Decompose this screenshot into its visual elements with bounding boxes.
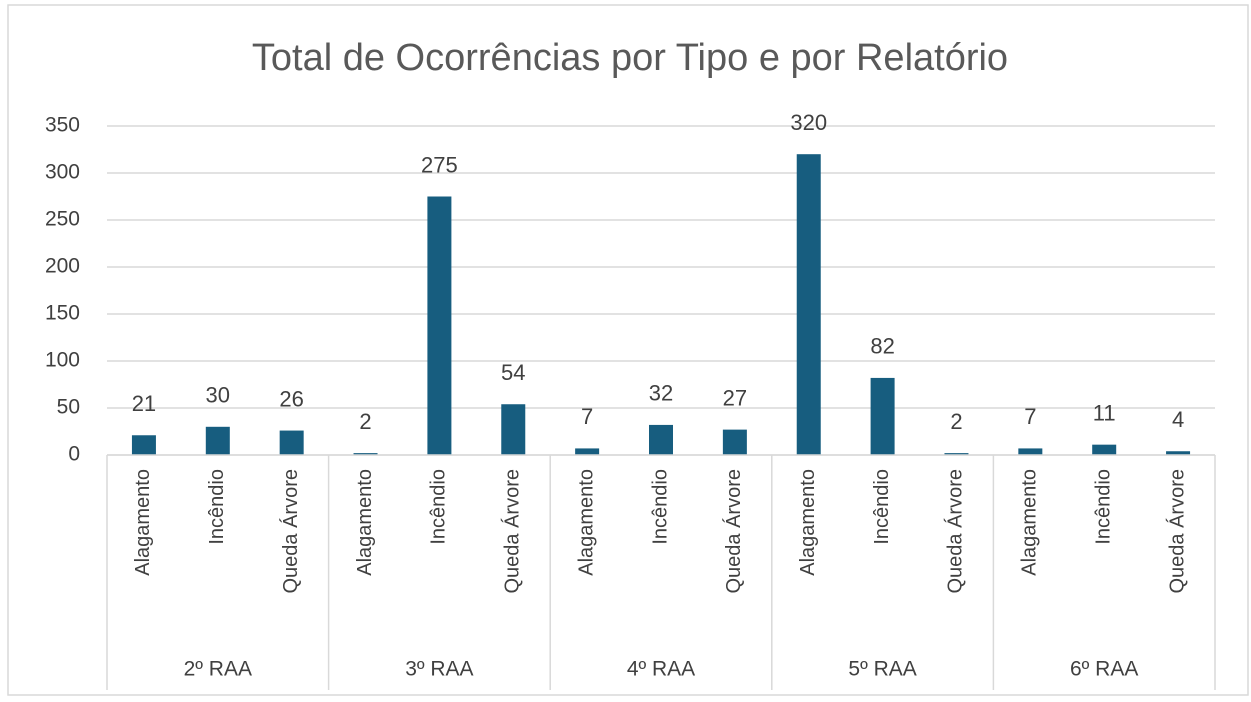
- y-tick-label: 100: [45, 349, 80, 372]
- chart-border: [7, 4, 1249, 696]
- bar: [427, 196, 452, 455]
- data-label: 2: [950, 409, 962, 434]
- x-tick-label: Incêndio: [649, 469, 671, 545]
- group-label: 5º RAA: [848, 658, 916, 681]
- x-tick-label: Alagamento: [1019, 469, 1041, 576]
- x-tick-label: Alagamento: [132, 469, 154, 576]
- x-tick-label: Queda Árvore: [279, 469, 302, 594]
- y-tick-label: 50: [57, 396, 80, 419]
- data-label: 27: [723, 385, 747, 410]
- data-label: 2: [359, 409, 371, 434]
- group-label: 6º RAA: [1070, 658, 1138, 681]
- bar: [1018, 448, 1043, 455]
- x-tick-label: Queda Árvore: [501, 469, 524, 594]
- group-label: 2º RAA: [184, 658, 252, 681]
- y-tick-label: 200: [45, 255, 80, 278]
- data-label: 7: [1024, 404, 1036, 429]
- data-label: 7: [581, 404, 593, 429]
- bar: [205, 426, 230, 455]
- x-tick-label: Queda Árvore: [1165, 469, 1188, 594]
- bar: [1092, 444, 1117, 455]
- data-label: 82: [870, 334, 894, 359]
- bar: [501, 404, 526, 455]
- x-tick-label: Alagamento: [575, 469, 597, 576]
- data-label: 30: [206, 383, 230, 408]
- bar: [279, 430, 304, 455]
- data-label: 320: [790, 110, 827, 135]
- bar: [944, 453, 969, 455]
- bar: [353, 453, 378, 455]
- y-tick-label: 0: [68, 443, 80, 466]
- x-tick-label: Incêndio: [206, 469, 228, 545]
- data-label: 11: [1093, 400, 1116, 425]
- data-label: 32: [649, 381, 673, 406]
- bar: [131, 435, 156, 455]
- data-label: 275: [421, 152, 458, 177]
- bar: [1166, 451, 1191, 455]
- x-tick-label: Incêndio: [871, 469, 893, 545]
- x-tick-label: Queda Árvore: [944, 469, 967, 594]
- bar: [722, 429, 747, 455]
- y-tick-label: 350: [45, 114, 80, 137]
- x-tick-label: Alagamento: [354, 469, 376, 576]
- data-label: 26: [279, 386, 303, 411]
- y-tick-label: 300: [45, 161, 80, 184]
- y-tick-label: 150: [45, 302, 80, 325]
- data-label: 54: [501, 360, 525, 385]
- bar: [649, 424, 673, 455]
- x-tick-label: Queda Árvore: [722, 469, 745, 594]
- data-label: 21: [132, 391, 156, 416]
- bar: [575, 448, 600, 455]
- data-label: 4: [1172, 407, 1184, 432]
- y-tick-label: 250: [45, 208, 80, 231]
- x-tick-label: Incêndio: [428, 469, 450, 545]
- x-tick-label: Incêndio: [1092, 469, 1114, 545]
- group-label: 3º RAA: [405, 658, 473, 681]
- bar: [870, 377, 895, 455]
- group-label: 4º RAA: [627, 658, 695, 681]
- bar: [796, 154, 821, 455]
- x-tick-label: Alagamento: [797, 469, 819, 576]
- chart-title: Total de Ocorrências por Tipo e por Rela…: [252, 37, 1008, 79]
